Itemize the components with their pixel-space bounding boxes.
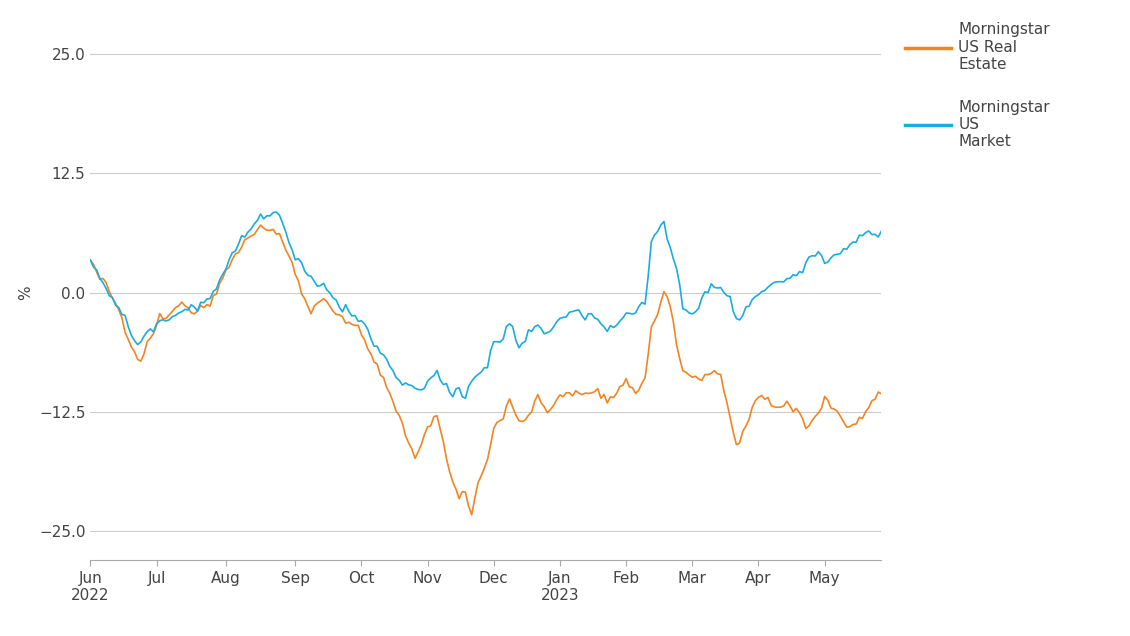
Y-axis label: %: % xyxy=(18,286,34,300)
Legend: Morningstar
US Real
Estate, Morningstar
US
Market: Morningstar US Real Estate, Morningstar … xyxy=(905,22,1050,149)
